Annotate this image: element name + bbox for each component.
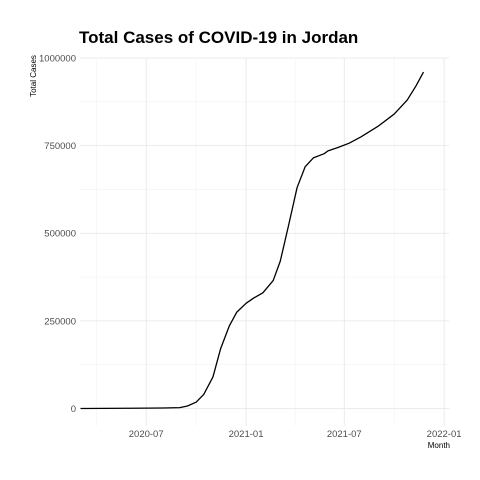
x-tick-label: 2020-07 bbox=[129, 429, 164, 440]
x-axis-title: Month bbox=[428, 441, 450, 450]
chart-title: Total Cases of COVID-19 in Jordan bbox=[79, 28, 358, 47]
x-tick-label: 2021-01 bbox=[229, 429, 264, 440]
minor-gridlines bbox=[80, 58, 449, 426]
x-tick-label: 2022-01 bbox=[427, 429, 462, 440]
series-line-total-cases bbox=[80, 71, 425, 410]
series-layer bbox=[80, 71, 425, 410]
y-tick-label: 1000000 bbox=[39, 54, 76, 65]
x-tick-label: 2021-07 bbox=[327, 429, 362, 440]
y-axis-tick-labels: 0 250000 500000 750000 1000000 bbox=[39, 54, 76, 415]
y-tick-label: 750000 bbox=[44, 141, 76, 152]
x-axis-tick-labels: 2020-07 2021-01 2021-07 2022-01 bbox=[129, 429, 462, 440]
y-tick-label: 0 bbox=[71, 404, 76, 415]
major-gridlines bbox=[80, 57, 449, 426]
y-tick-label: 250000 bbox=[44, 316, 76, 327]
y-tick-label: 500000 bbox=[44, 229, 76, 240]
y-axis-title: Total Cases bbox=[29, 55, 38, 97]
